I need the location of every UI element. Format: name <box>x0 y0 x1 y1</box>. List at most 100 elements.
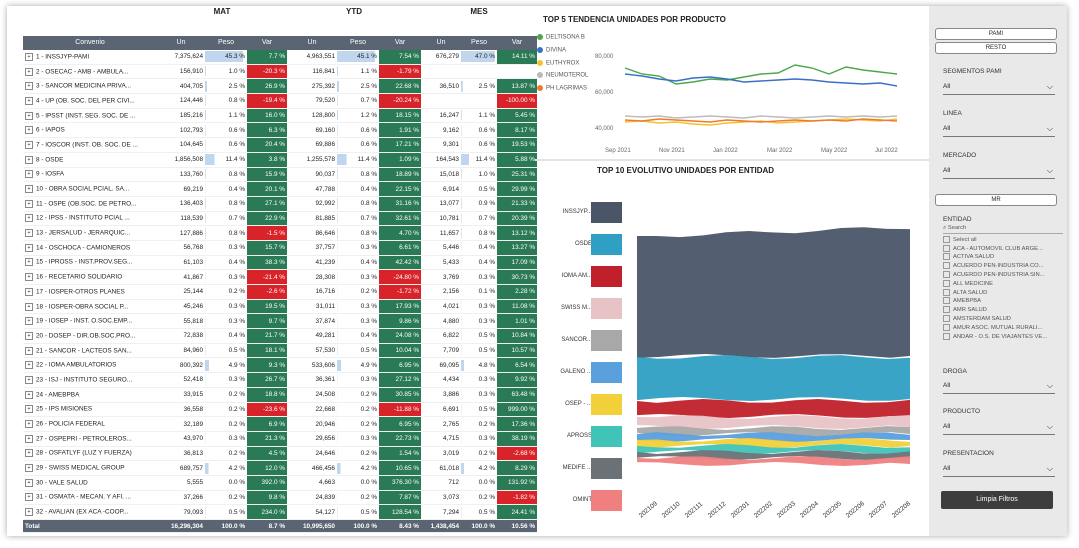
total-row[interactable]: Total 16,296,304 100.0 % 8.7 % 10,995,650 100… <box>23 519 537 533</box>
expand-icon[interactable]: + <box>25 185 33 194</box>
expand-icon[interactable]: + <box>25 140 33 149</box>
entity-ribbon[interactable] <box>637 399 910 418</box>
expand-icon[interactable]: + <box>25 464 33 473</box>
expand-icon[interactable]: + <box>25 155 33 164</box>
table-row[interactable]: +14 - OSCHOCA - CAMIONEROS 56,768 0.3 % 15.… <box>23 240 537 256</box>
table-row[interactable]: +32 - AVALIAN (EX ACA -COOP... 79,093 0.5 … <box>23 504 537 520</box>
expand-icon[interactable]: + <box>25 258 33 267</box>
checkbox-icon[interactable] <box>943 314 950 322</box>
checkbox-icon[interactable] <box>943 262 950 270</box>
expand-icon[interactable]: + <box>25 214 33 223</box>
entity-swatch[interactable] <box>591 394 622 415</box>
table-row[interactable]: +15 - IPROSS - INST.PROV.SEG... 61,103 0.4… <box>23 255 537 271</box>
entidad-item[interactable]: AMR SALUD <box>943 306 1063 315</box>
expand-icon[interactable]: + <box>25 287 33 296</box>
entidad-item[interactable]: AMEBPBA <box>943 297 1063 306</box>
checkbox-icon[interactable] <box>943 279 950 287</box>
table-row[interactable]: +12 - IPSS - INSTITUTO PCIAL ... 118,539 0… <box>23 211 537 227</box>
table-row[interactable]: +11 - OSPE (OB.SOC. DE PETRO... 136,403 0.… <box>23 196 537 212</box>
entidad-item[interactable]: ACTIVA SALUD <box>943 253 1063 262</box>
table-row[interactable]: +8 - OSDE 1,856,508 11.4 % 3.8 % 1,255,578 11… <box>23 152 537 168</box>
expand-icon[interactable]: + <box>25 273 33 282</box>
pami-button[interactable]: PAMI <box>935 28 1057 40</box>
mr-button[interactable]: MR <box>935 194 1057 206</box>
expand-icon[interactable]: + <box>25 346 33 355</box>
col-ytd-var[interactable]: Var <box>394 39 406 46</box>
checkbox-icon[interactable] <box>943 270 950 278</box>
expand-icon[interactable]: + <box>25 420 33 429</box>
col-mes-peso[interactable]: Peso <box>471 39 487 46</box>
expand-icon[interactable]: + <box>25 390 33 399</box>
entity-swatch[interactable] <box>591 234 622 255</box>
expand-icon[interactable]: + <box>25 82 33 91</box>
entity-ribbon[interactable] <box>637 456 910 466</box>
table-row[interactable]: +30 - VALE SALUD 5,555 0.0 % 392.0 % 4,663 0.… <box>23 475 537 491</box>
producto-dropdown[interactable]: All ⌵ <box>943 420 1055 435</box>
table-row[interactable]: +26 - POLICIA FEDERAL 32,189 0.2 % 6.9 % 20,… <box>23 416 537 432</box>
col-mes-un[interactable]: Un <box>436 39 446 46</box>
table-row[interactable]: +16 - RECETARIO SOLIDARIO 41,867 0.3 % -21.… <box>23 269 537 285</box>
entity-ribbon[interactable] <box>637 426 910 436</box>
entity-swatch[interactable] <box>591 330 622 351</box>
table-row[interactable]: +7 - IOSCOR (INST. OB. SOC. DE ... 104,64… <box>23 137 537 153</box>
expand-icon[interactable]: + <box>25 96 33 105</box>
entidad-item[interactable]: AMSTERDAM SALUD <box>943 314 1063 324</box>
entity-ribbon[interactable] <box>637 444 910 454</box>
col-mat-un[interactable]: Un <box>176 39 186 46</box>
entidad-item[interactable]: AMUR ASOC. MUTUAL RURALI... <box>943 323 1063 333</box>
resto-button[interactable]: RESTO <box>935 42 1057 54</box>
entidad-item[interactable]: ANDAR - O.S. DE VIAJANTES VE... <box>943 332 1063 342</box>
entidad-item[interactable]: ACUERDO PEN-INDUSTRIA SIN... <box>943 270 1063 280</box>
expand-icon[interactable]: + <box>25 508 33 517</box>
expand-icon[interactable]: + <box>25 111 33 120</box>
table-row[interactable]: +25 - IPS MISIONES 36,558 0.2 % -23.6 % 22,6… <box>23 402 537 418</box>
table-row[interactable]: +3 - SANCOR MEDICINA PRIVA... 404,705 2.5 … <box>23 78 537 95</box>
expand-icon[interactable]: + <box>25 361 33 370</box>
col-mat-peso[interactable]: Peso <box>218 39 234 46</box>
entity-swatch[interactable] <box>591 426 622 447</box>
table-row[interactable]: +21 - SANCOR - LACTEOS SAN... 84,960 0.5 %… <box>23 343 537 359</box>
expand-icon[interactable]: + <box>25 317 33 326</box>
entity-swatch[interactable] <box>591 266 622 287</box>
expand-icon[interactable]: + <box>25 405 33 414</box>
linea-dropdown[interactable]: All ⌵ <box>943 122 1055 137</box>
expand-icon[interactable]: + <box>25 449 33 458</box>
table-row[interactable]: +22 - IOMA AMBULATORIOS 800,392 4.9 % 9.3 %… <box>23 357 537 374</box>
entity-swatch[interactable] <box>591 490 622 511</box>
checkbox-icon[interactable] <box>943 323 950 331</box>
table-row[interactable]: +2 - OSECAC - AMB - AMBULA... 156,910 1.0 … <box>23 64 537 80</box>
table-row[interactable]: +5 - IPSST (INST. SEG. SOC. DE ... 185,21… <box>23 108 537 124</box>
entity-swatch[interactable] <box>591 202 622 223</box>
table-row[interactable]: +1 - INSSJYP-PAMI 7,375,624 45.3 % 7.7 % 4,9… <box>23 50 537 65</box>
table-row[interactable]: +24 - AMEBPBA 33,915 0.2 % 18.8 % 24,508 0.2 … <box>23 387 537 403</box>
entidad-item[interactable]: ALTA SALUD <box>943 288 1063 298</box>
table-row[interactable]: +4 - UP (OB. SOC. DEL PER CIVI... 124,446… <box>23 93 537 109</box>
legend-item[interactable]: DELTISONA B <box>537 34 588 47</box>
clear-filters-button[interactable]: Limpia Filtros <box>941 491 1053 509</box>
table-row[interactable]: +29 - SWISS MEDICAL GROUP 689,757 4.2 % 12.… <box>23 460 537 476</box>
entidad-item[interactable]: Select all <box>943 235 1063 245</box>
table-row[interactable]: +13 - JERSALUD - JERARQUIC... 127,886 0.8 … <box>23 225 537 241</box>
entidad-item[interactable]: ACA - AUTOMOVIL CLUB ARGE... <box>943 244 1063 254</box>
table-row[interactable]: +10 - OBRA SOCIAL PCIAL. SA... 69,219 0.4 … <box>23 181 537 197</box>
entity-swatch[interactable] <box>591 298 622 319</box>
entity-ribbon[interactable] <box>637 355 910 401</box>
entity-ribbon[interactable] <box>637 415 910 429</box>
col-convenio[interactable]: Convenio <box>75 39 105 46</box>
entity-swatch[interactable] <box>591 362 622 383</box>
table-row[interactable]: +23 - ISJ - INSTITUTO SEGURO... 52,418 0.3… <box>23 372 537 388</box>
table-row[interactable]: +28 - OSFATLYF (LUZ Y FUERZA) 36,813 0.2 %… <box>23 446 537 462</box>
checkbox-icon[interactable] <box>943 235 950 243</box>
expand-icon[interactable]: + <box>25 434 33 443</box>
entidad-item[interactable]: ALL MEDICINE <box>943 279 1063 289</box>
table-row[interactable]: +20 - DOSEP - DIR.OB.SOC.PRO... 72,838 0.4… <box>23 328 537 344</box>
entidad-item[interactable]: ACUERDO PEN-INDUSTRIA CO... <box>943 262 1063 271</box>
expand-icon[interactable]: + <box>25 126 33 135</box>
col-ytd-peso[interactable]: Peso <box>350 39 366 46</box>
entity-ribbon[interactable] <box>637 227 910 358</box>
table-row[interactable]: +17 - IOSPER-OTROS PLANES 25,144 0.2 % -2.6… <box>23 284 537 300</box>
checkbox-icon[interactable] <box>943 288 950 296</box>
col-ytd-un[interactable]: Un <box>307 39 317 46</box>
checkbox-icon[interactable] <box>943 306 950 314</box>
expand-icon[interactable]: + <box>25 493 33 502</box>
